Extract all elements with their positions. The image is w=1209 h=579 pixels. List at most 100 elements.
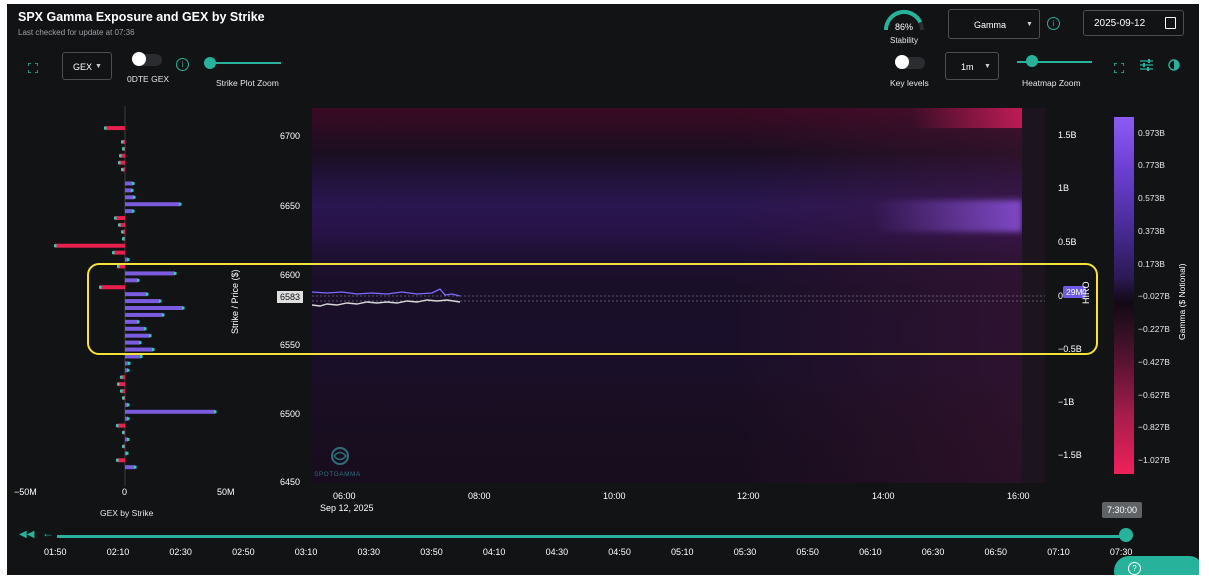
gex-bar-marker <box>132 209 135 213</box>
timeline-tick: 06:30 <box>921 547 945 557</box>
key-levels-toggle[interactable] <box>895 55 925 69</box>
gex-select[interactable]: GEX ▼ <box>62 52 112 80</box>
hiro-tick: 0 <box>1058 291 1064 301</box>
price-label: 6583 <box>277 291 304 303</box>
gex-bar <box>125 299 160 304</box>
gex-bar-marker <box>152 348 155 352</box>
timeline-handle[interactable] <box>1119 528 1133 542</box>
toggle-knob <box>132 52 146 66</box>
settings-sliders-icon[interactable] <box>1140 58 1153 76</box>
gex-bar <box>125 181 133 186</box>
0dte-gex-label: 0DTE GEX <box>127 74 170 84</box>
hiro-tick: 1B <box>1058 183 1070 193</box>
timeline-tick: 07:30 <box>1109 547 1133 557</box>
gex-bar <box>125 195 134 200</box>
gex-bar-marker <box>114 216 117 220</box>
gex-bar-marker <box>104 126 107 130</box>
date-value: 2025-09-12 <box>1094 18 1146 29</box>
price-line <box>312 299 461 307</box>
gex-bar-marker <box>121 168 124 172</box>
colorbar-tick: −0.827B <box>1138 422 1170 432</box>
strike-tick: 6600 <box>280 270 301 280</box>
gex-bar-marker <box>127 368 130 372</box>
fullscreen-icon[interactable] <box>1113 60 1125 78</box>
spotgamma-watermark: SPOTGAMMA <box>314 471 361 478</box>
heatmap-background <box>312 108 1045 483</box>
gex-bar <box>125 202 180 207</box>
help-button[interactable]: ? <box>1114 556 1199 575</box>
strike-zoom-slider-track[interactable] <box>206 62 281 64</box>
interval-select-value: 1m <box>961 62 974 72</box>
hiro-tick: 1.5B <box>1058 130 1077 140</box>
interval-select[interactable]: 1m ▼ <box>945 52 999 80</box>
heatmap-zoom-slider-handle[interactable] <box>1026 55 1038 67</box>
gex-bar-marker <box>182 306 185 310</box>
time-tick: 16:00 <box>1007 491 1030 501</box>
time-tick: 06:00 <box>333 491 356 501</box>
arrow-left-icon[interactable]: ← <box>42 526 54 540</box>
stability-label: Stability <box>889 36 918 45</box>
contrast-icon[interactable] <box>1168 58 1180 76</box>
rewind-icon[interactable]: ◀◀ <box>19 529 35 540</box>
colorbar-tick: −0.427B <box>1138 357 1170 367</box>
timeline-tick: 04:50 <box>608 547 631 557</box>
timeline-track[interactable] <box>57 535 1125 538</box>
gex-bar-marker <box>128 361 131 365</box>
timeline-tick: 04:30 <box>545 547 569 557</box>
strike-tick: 6450 <box>280 477 301 487</box>
gex-bar <box>105 126 125 131</box>
gex-bar <box>125 340 140 345</box>
gex-bar <box>125 416 128 421</box>
timeline-tick: 01:50 <box>44 547 67 557</box>
gex-bar-marker <box>117 264 120 268</box>
time-tick: 08:00 <box>468 491 491 501</box>
info-icon[interactable]: i <box>176 58 189 71</box>
gex-bar-marker <box>121 140 124 144</box>
gex-bar-marker <box>133 195 136 199</box>
timeline-tick: 02:50 <box>232 547 255 557</box>
gex-bar-marker <box>134 465 137 469</box>
spotgamma-logo-mark <box>331 447 349 465</box>
gex-bar <box>125 409 215 414</box>
gex-bar-marker <box>120 389 123 393</box>
heatmap-future-region <box>1022 108 1045 483</box>
timeline-tick: 05:50 <box>796 547 819 557</box>
gex-bar <box>117 458 125 463</box>
gex-bar <box>125 368 128 373</box>
strike-zoom-slider-handle[interactable] <box>204 57 216 69</box>
colorbar-tick: −1.027B <box>1138 455 1170 465</box>
stability-gauge: 86% Stability <box>882 8 926 46</box>
colorbar <box>1114 117 1134 474</box>
key-levels-label: Key levels <box>890 78 929 88</box>
gex-bar-marker <box>174 271 177 275</box>
gex-bar-marker <box>122 431 125 435</box>
timeline-tick: 05:10 <box>671 547 694 557</box>
gex-bar <box>125 319 138 324</box>
date-picker[interactable]: 2025-09-12 <box>1083 10 1184 36</box>
gex-bar-marker <box>149 334 152 338</box>
timeline-tick: 03:50 <box>420 547 443 557</box>
gex-bar-marker <box>139 341 142 345</box>
hiro-value-badge: 29M <box>1063 286 1086 298</box>
gex-bar <box>125 278 138 283</box>
0dte-gex-toggle[interactable] <box>132 52 162 66</box>
gex-bar <box>125 437 128 442</box>
gex-bar-marker <box>121 230 124 234</box>
time-tick: 10:00 <box>603 491 626 501</box>
info-icon[interactable]: i <box>1047 17 1060 30</box>
hiro-line <box>312 288 461 297</box>
colorbar-tick: −0.227B <box>1138 324 1170 334</box>
fullscreen-icon[interactable] <box>27 60 39 74</box>
chevron-down-icon: ▼ <box>1026 21 1033 28</box>
heatmap-shade <box>732 108 1045 483</box>
gamma-heatmap[interactable] <box>312 108 1045 483</box>
gex-select-value: GEX <box>73 62 93 72</box>
heatmap-zoom-label: Heatmap Zoom <box>1022 78 1081 88</box>
gex-bar-marker <box>122 396 125 400</box>
gex-bars <box>54 126 217 470</box>
colorbar-label: Gamma ($ Notional) <box>1177 263 1187 340</box>
price-lines <box>312 288 1045 307</box>
metric-select[interactable]: Gamma ▼ <box>948 9 1040 39</box>
timeline-tick: 07:10 <box>1047 547 1070 557</box>
heatmap-zoom-slider-track[interactable] <box>1017 61 1092 63</box>
